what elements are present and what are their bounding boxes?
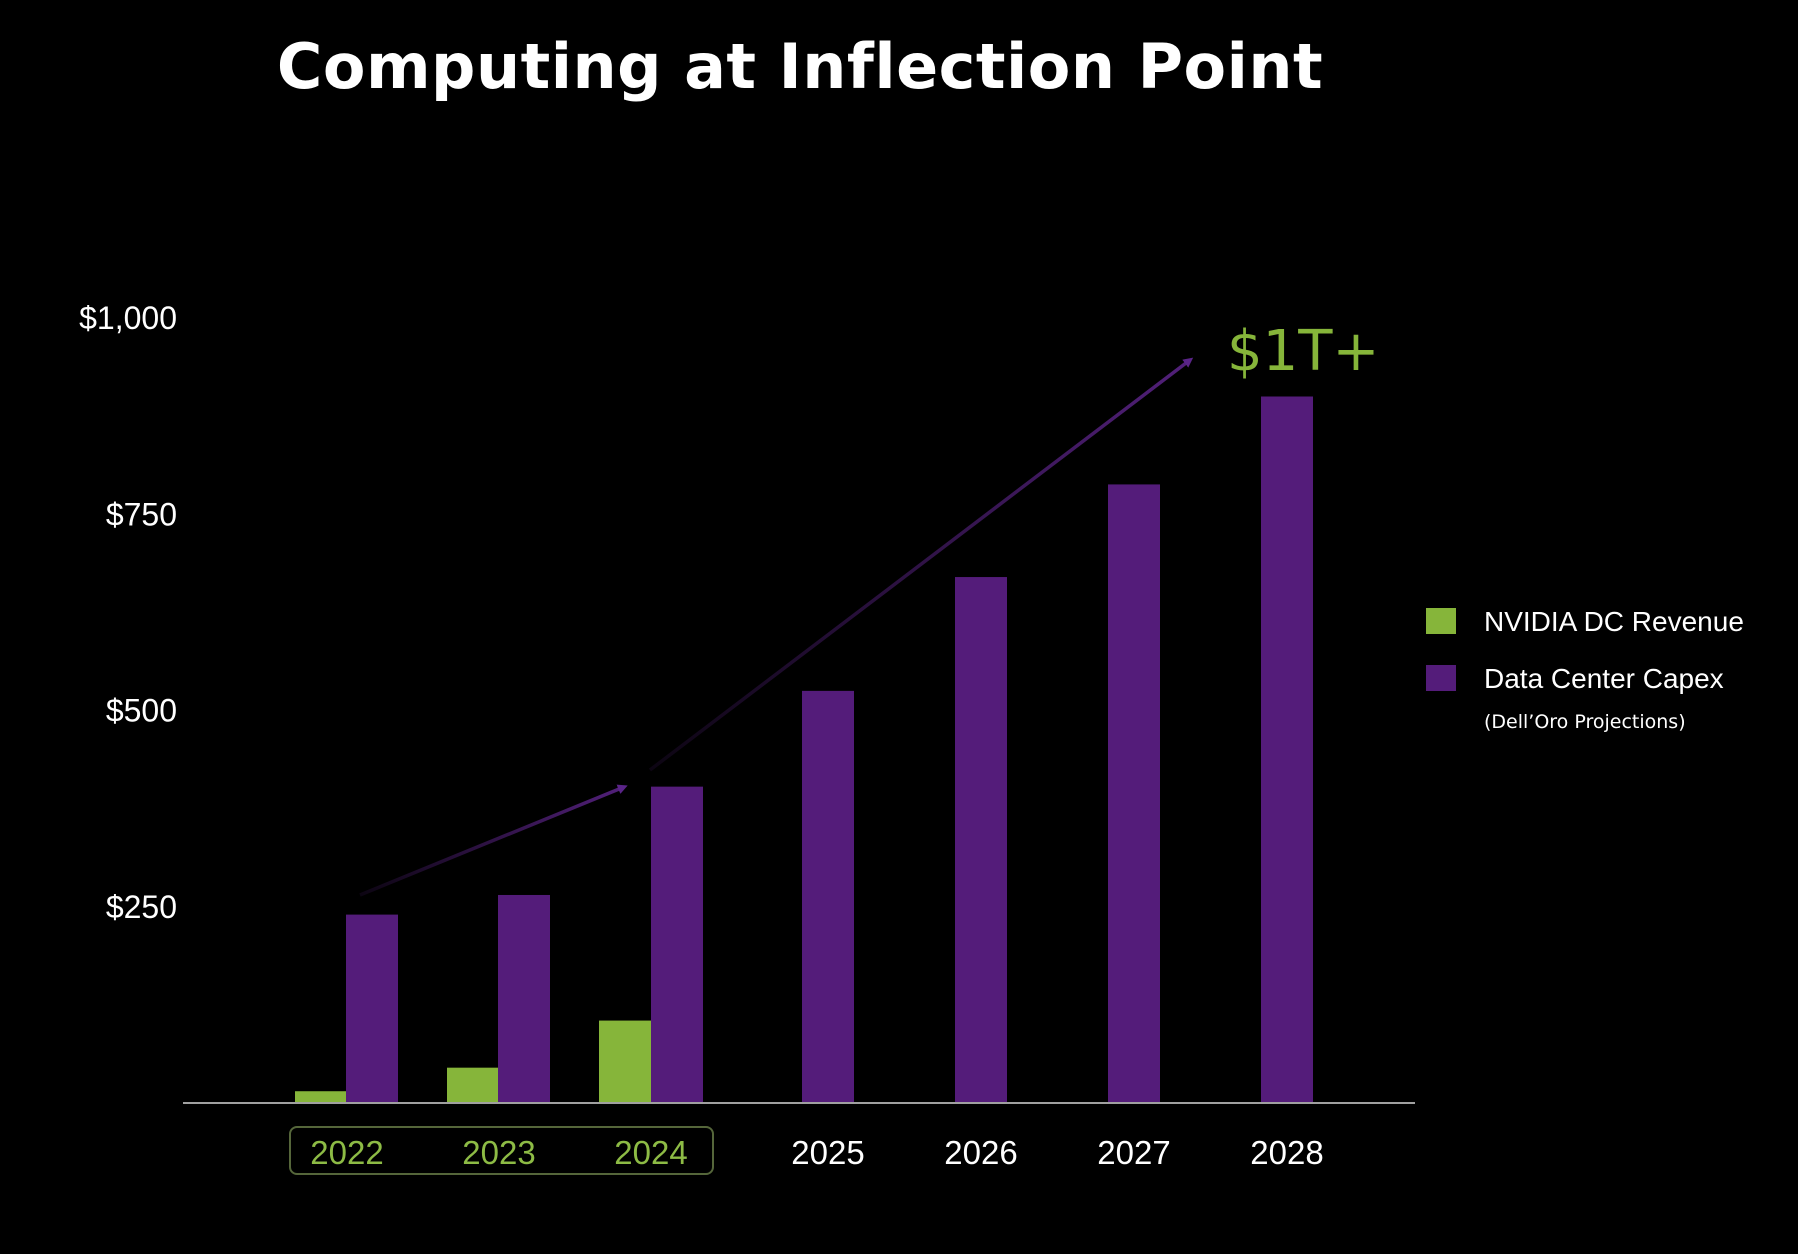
bar-data-center-capex-2025 [802,690,854,1103]
bar-nvidia-dc-revenue-2024 [599,1020,651,1103]
legend-label: NVIDIA DC Revenue [1484,606,1744,637]
legend-note: (Dell’Oro Projections) [1484,711,1686,733]
bar-data-center-capex-2028 [1261,396,1313,1103]
y-tick-label: $1,000 [79,300,177,336]
legend-label: Data Center Capex [1484,663,1724,694]
bar-nvidia-dc-revenue-2023 [447,1067,499,1103]
x-tick-label: 2028 [1250,1134,1323,1171]
chart-title: Computing at Inflection Point [276,30,1324,103]
x-tick-label: 2026 [944,1134,1017,1171]
bar-data-center-capex-2023 [498,894,550,1103]
legend-swatch [1426,608,1456,634]
x-tick-label: 2025 [791,1134,864,1171]
bar-nvidia-dc-revenue-2022 [295,1091,347,1103]
y-tick-label: $750 [106,496,177,532]
x-axis: 2022 2023 2024 2025 2026 2027 2028 [310,1134,1323,1171]
y-axis: $250 $500 $750 $1,000 [79,300,177,925]
trend-arrow-historical [359,784,628,897]
y-tick-label: $250 [106,889,177,925]
y-tick-label: $500 [106,693,177,729]
legend-swatch [1426,665,1456,691]
bar-data-center-capex-2024 [651,786,703,1103]
bar-data-center-capex-2027 [1108,484,1160,1103]
highlight-years-box [289,1126,714,1175]
bars [295,396,1313,1103]
x-tick-label: 2027 [1097,1134,1170,1171]
trend-arrow-projection [648,357,1194,772]
bar-data-center-capex-2022 [346,914,398,1103]
callout-label: $1T+ [1227,319,1379,384]
trend-arrows [359,357,1194,897]
x-tick-label: 2022 [310,1134,383,1171]
legend: NVIDIA DC Revenue Data Center Capex (Dell’… [1426,606,1744,733]
bar-data-center-capex-2026 [955,577,1007,1103]
x-tick-label: 2024 [614,1134,687,1171]
x-tick-label: 2023 [462,1134,535,1171]
